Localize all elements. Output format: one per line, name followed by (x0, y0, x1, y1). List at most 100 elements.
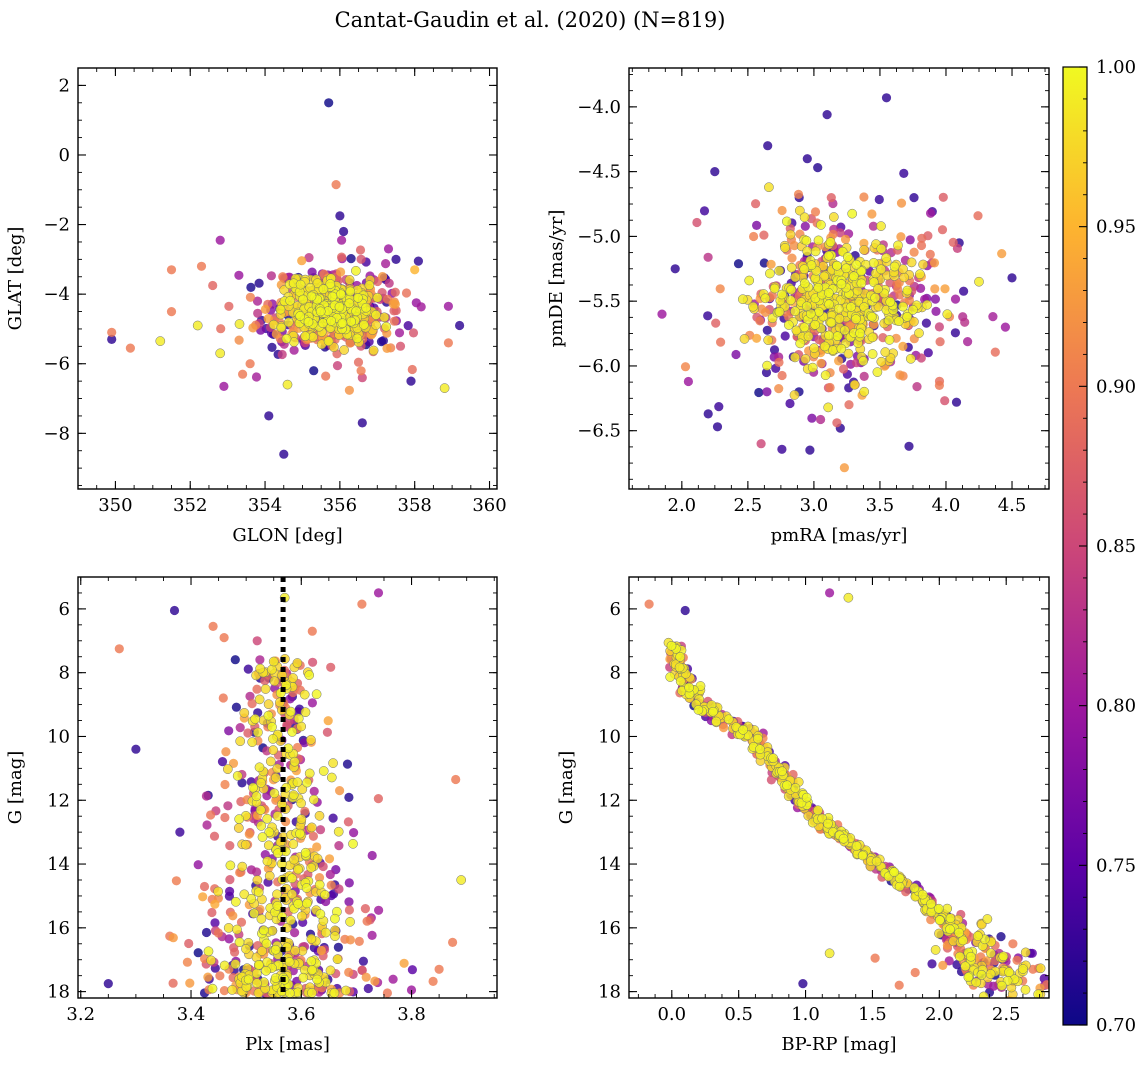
scatter-point (378, 336, 388, 346)
scatter-point (905, 235, 915, 245)
y-tick-label: 18 (47, 982, 70, 1003)
scatter-point (843, 348, 854, 359)
scatter-point (358, 956, 368, 966)
x-tick-label: 1.0 (791, 1004, 820, 1025)
scatter-point (905, 353, 916, 364)
scatter-point (665, 672, 676, 682)
scatter-point (711, 716, 722, 727)
scatter-point (282, 379, 293, 390)
scatter-point (336, 267, 346, 277)
scatter-point (847, 208, 858, 219)
scatter-point (844, 400, 854, 410)
scatter-point (963, 972, 974, 983)
scatter-point (234, 319, 245, 329)
scatter-point (260, 684, 271, 694)
scatter-point (813, 805, 823, 816)
scatter-point (944, 956, 954, 966)
scatter-point (930, 284, 940, 294)
scatter-point (203, 972, 213, 982)
scatter-point (871, 856, 882, 867)
scatter-point (774, 265, 785, 276)
scatter-point (225, 886, 235, 897)
scatter-point (343, 817, 353, 827)
scatter-point (303, 317, 314, 327)
scatter-point (175, 827, 185, 837)
scatter-point (253, 960, 264, 970)
scatter-point (790, 783, 801, 793)
y-tick-label: −5.5 (577, 291, 621, 312)
scatter-point (455, 320, 465, 331)
scatter-point (279, 449, 289, 459)
scatter-point (316, 945, 326, 956)
scatter-point (236, 917, 247, 927)
scatter-point (263, 710, 274, 721)
scatter-point (777, 289, 787, 300)
scatter-point (848, 271, 859, 282)
y-tick-label: 10 (598, 726, 621, 747)
scatter-point (230, 896, 241, 907)
scatter-point (284, 957, 295, 967)
y-tick-label: −5.0 (577, 226, 621, 247)
scatter-point (265, 756, 276, 767)
scatter-point (268, 745, 279, 755)
scatter-point (201, 791, 211, 801)
y-tick-label: 16 (598, 918, 621, 939)
scatter-point (1051, 972, 1060, 981)
scatter-point (716, 337, 726, 347)
scatter-point (777, 444, 787, 454)
scatter-point (774, 307, 785, 317)
scatter-point (899, 272, 909, 283)
scatter-point (252, 978, 262, 989)
panel-glon-glat: 350 352 354 356 358 360 2 0 −2 −4 −6 −8 GLON [deg] GL… (5, 67, 507, 546)
scatter-point (306, 822, 317, 833)
scatter-point (357, 599, 367, 609)
scatter-point (283, 317, 294, 328)
scatter-point (918, 259, 928, 270)
scatter-point (268, 734, 278, 744)
scatter-point (378, 272, 388, 282)
scatter-point (859, 192, 869, 202)
scatter-point (807, 362, 818, 373)
scatter-point (982, 914, 993, 924)
scatter-point (314, 879, 325, 890)
scatter-point (996, 980, 1007, 991)
scatter-point (795, 338, 806, 349)
scatter-point (814, 306, 824, 317)
scatter-point (390, 287, 400, 297)
scatter-point (786, 262, 797, 273)
scatter-point (353, 292, 363, 303)
scatter-point (816, 220, 826, 230)
scatter-point (785, 295, 796, 306)
scatter-point (315, 306, 326, 317)
scatter-point (276, 322, 287, 333)
scatter-point (297, 911, 307, 922)
scatter-point (752, 220, 762, 230)
scatter-point (314, 873, 325, 883)
scatter-point (234, 937, 245, 948)
scatter-point (254, 694, 265, 705)
scatter-point (930, 945, 941, 955)
scatter-point (298, 972, 309, 983)
scatter-point (342, 759, 353, 769)
scatter-point (367, 930, 377, 941)
colorbar-tick-label: 0.70 (1096, 1015, 1136, 1036)
scatter-point (838, 833, 849, 844)
scatter-point (759, 258, 769, 268)
y-tick-label: 12 (47, 790, 70, 811)
scatter-point (292, 658, 303, 668)
scatter-point (312, 842, 322, 852)
scatter-point (909, 247, 919, 257)
scatter-point (287, 889, 297, 900)
colorbar-tick-label: 1.00 (1096, 57, 1136, 78)
scatter-point (715, 284, 725, 294)
scatter-point (876, 221, 886, 231)
scatter-point (288, 673, 298, 683)
scatter-point (209, 831, 220, 841)
scatter-point (232, 771, 243, 781)
scatter-point (825, 588, 835, 598)
y-tick-label: 6 (610, 599, 621, 620)
scatter-point (309, 794, 319, 805)
scatter-point (881, 253, 892, 263)
scatter-point (934, 928, 944, 939)
scatter-point (948, 237, 958, 247)
